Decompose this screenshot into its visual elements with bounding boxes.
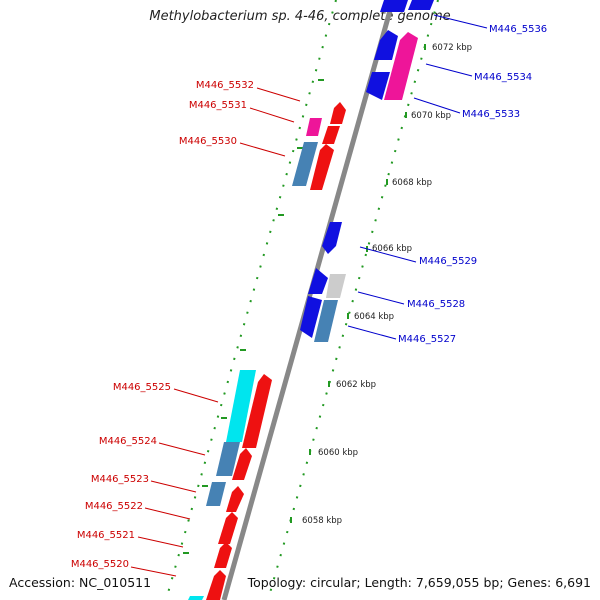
- leader-line: [130, 566, 177, 577]
- gene-arrow-forward: [380, 0, 408, 12]
- gene-arrow-forward: [326, 274, 346, 298]
- leader-line: [425, 63, 473, 77]
- gene-arrow-reverse: [310, 144, 334, 190]
- leader-line: [173, 388, 219, 403]
- leader-line: [357, 291, 405, 305]
- topology-text: Topology: circular; Length: 7,659,055 bp…: [247, 575, 591, 590]
- gene-arrow-reverse: [322, 126, 340, 144]
- gene-label: M446_5536: [489, 24, 547, 35]
- gene-label: M446_5525: [113, 382, 171, 393]
- gene-arrow-reverse: [226, 370, 256, 442]
- scale-label: 6058 kbp: [302, 516, 342, 526]
- accession-text: Accession: NC_010511: [9, 575, 152, 590]
- gene-arrow-forward: [374, 30, 398, 60]
- gene-label: M446_5520: [71, 559, 129, 570]
- scale-label: 6064 kbp: [354, 312, 394, 322]
- forward-genes: [300, 0, 434, 342]
- gene-label: M446_5523: [91, 474, 149, 485]
- gene-label: M446_5524: [99, 436, 157, 447]
- gene-arrow-reverse: [214, 542, 232, 568]
- leader-line: [347, 325, 397, 340]
- gene-label: M446_5528: [407, 299, 465, 310]
- gene-label: M446_5534: [474, 72, 532, 83]
- gene-arrow-reverse: [232, 448, 252, 480]
- forward-leaders: [347, 14, 488, 340]
- gene-arrow-reverse: [330, 102, 346, 124]
- leader-line: [433, 14, 488, 29]
- gene-arrow-forward: [322, 222, 342, 254]
- gene-arrow-forward: [308, 268, 328, 294]
- reverse-leaders: [130, 87, 301, 577]
- gene-arrow-reverse: [206, 482, 226, 506]
- forward-gene-labels: M446_5536 M446_5534 M446_5533 M446_5529 …: [398, 24, 547, 345]
- leader-line: [150, 480, 197, 493]
- gene-label: M446_5529: [419, 256, 477, 267]
- gene-arrow-reverse: [242, 374, 272, 448]
- scale-label: 6068 kbp: [392, 178, 432, 188]
- scale-labels: 6072 kbp 6070 kbp 6068 kbp 6066 kbp 6064…: [302, 43, 472, 526]
- scale-label: 6072 kbp: [432, 43, 472, 53]
- reverse-gene-labels: M446_5532 M446_5531 M446_5530 M446_5525 …: [71, 80, 254, 570]
- scale-label: 6060 kbp: [318, 448, 358, 458]
- leader-line: [158, 442, 206, 456]
- gene-label: M446_5531: [189, 100, 247, 111]
- leader-line: [239, 142, 286, 157]
- map-title: Methylobacterium sp. 4-46, complete geno…: [149, 9, 451, 24]
- gene-arrow-reverse: [218, 512, 238, 544]
- leader-line: [144, 507, 191, 520]
- gene-arrow-reverse: [188, 596, 204, 600]
- scale-ticks: [183, 44, 426, 554]
- gene-arrow-reverse: [216, 442, 240, 476]
- gene-arrow-forward: [384, 32, 418, 100]
- gene-arrow-reverse: [292, 142, 318, 186]
- leader-line: [256, 87, 301, 102]
- gene-arrow-reverse: [206, 570, 226, 600]
- gene-arrow-reverse: [226, 486, 244, 512]
- leader-line: [359, 246, 417, 263]
- leader-line: [413, 97, 461, 114]
- gene-label: M446_5522: [85, 501, 143, 512]
- gene-arrow-forward: [300, 296, 322, 338]
- leader-line: [249, 107, 295, 123]
- gene-label: M446_5527: [398, 334, 456, 345]
- gene-label: M446_5530: [179, 136, 237, 147]
- reverse-genes: [188, 102, 346, 600]
- gene-label: M446_5532: [196, 80, 254, 91]
- scale-label: 6070 kbp: [411, 111, 451, 121]
- gene-arrow-forward: [314, 300, 338, 342]
- scale-label: 6066 kbp: [372, 244, 412, 254]
- gene-label: M446_5533: [462, 109, 520, 120]
- scale-label: 6062 kbp: [336, 380, 376, 390]
- gene-arrow-forward: [408, 0, 434, 10]
- gene-label: M446_5521: [77, 530, 135, 541]
- leader-line: [137, 536, 184, 548]
- gene-arrow-forward: [366, 72, 390, 100]
- gene-arrow-reverse: [306, 118, 322, 136]
